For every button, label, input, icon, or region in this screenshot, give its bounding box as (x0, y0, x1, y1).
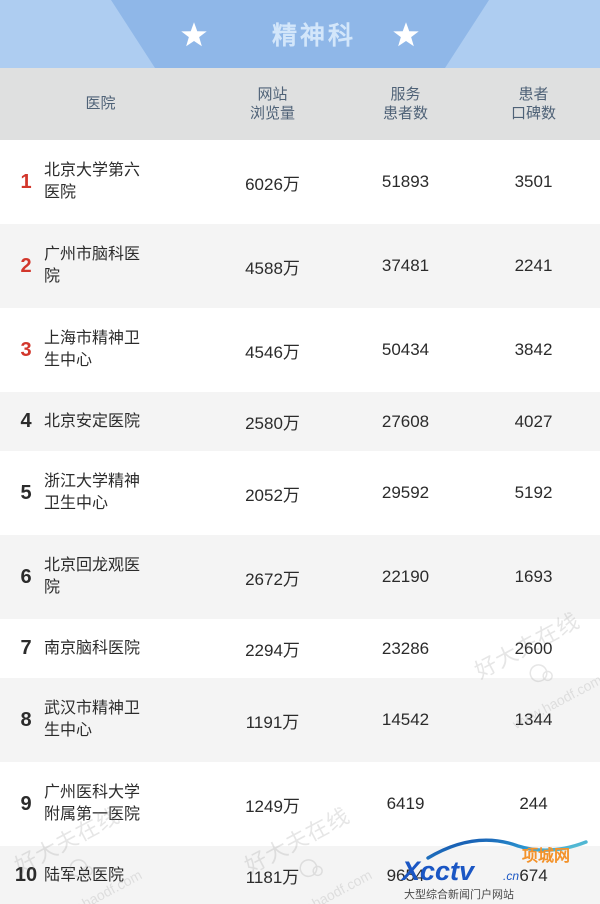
svg-text:项城网: 项城网 (522, 847, 570, 865)
svg-text:.cn: .cn (503, 869, 519, 883)
svg-text:Xcctv: Xcctv (400, 856, 476, 886)
svg-text:大型综合新闻门户网站: 大型综合新闻门户网站 (404, 887, 514, 901)
